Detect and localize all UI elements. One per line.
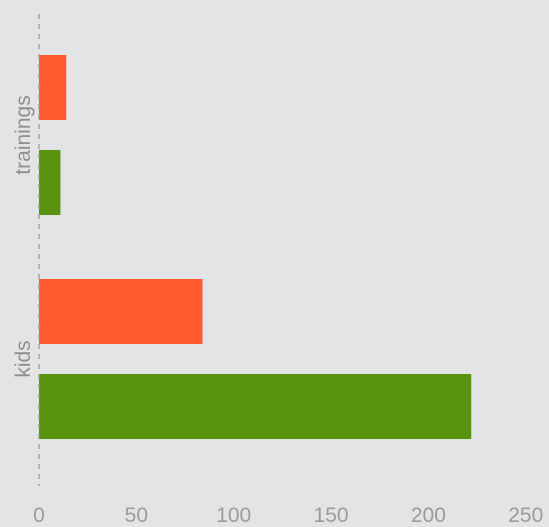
x-tick-label-50: 50 xyxy=(125,504,148,527)
bar-trainings-1 xyxy=(39,55,67,120)
x-tick-label-150: 150 xyxy=(314,504,349,527)
axis-layer: trainings kids 0 50 100 150 200 250 xyxy=(12,14,543,527)
x-tick-label-0: 0 xyxy=(33,504,45,527)
category-label-trainings: trainings xyxy=(12,95,35,174)
bars-layer xyxy=(39,55,472,439)
x-tick-label-100: 100 xyxy=(216,504,251,527)
bar-kids-1 xyxy=(39,279,203,344)
x-tick-label-250: 250 xyxy=(508,504,543,527)
bar-kids-2 xyxy=(39,374,472,439)
category-label-kids: kids xyxy=(12,340,35,377)
bar-trainings-2 xyxy=(39,150,61,215)
x-tick-label-200: 200 xyxy=(411,504,446,527)
